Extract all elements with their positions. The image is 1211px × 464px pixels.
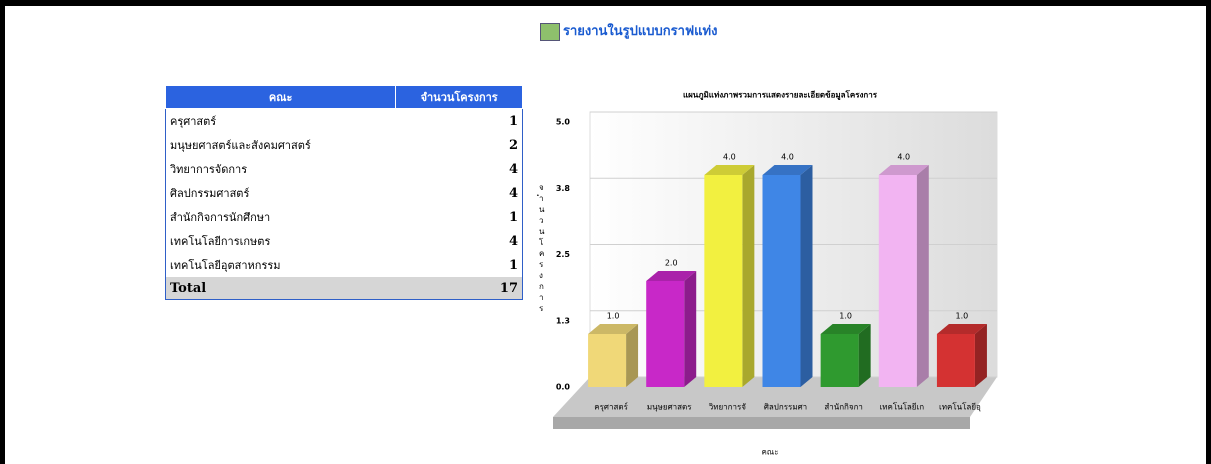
value-label: 1.0 bbox=[839, 312, 852, 321]
x-tick-label: เทคโนโลยีอุ bbox=[939, 402, 981, 412]
y-axis-label: จำนวนโครงการ bbox=[539, 183, 545, 313]
bar-top bbox=[878, 165, 929, 175]
y-tick-label: 3.8 bbox=[556, 184, 571, 193]
bar bbox=[936, 334, 975, 387]
count-cell: 4 bbox=[508, 233, 518, 249]
bar-top bbox=[646, 271, 697, 281]
row: วิทยาการจัดการ 4 bbox=[166, 157, 523, 181]
bar bbox=[704, 175, 743, 387]
total-value: 17 bbox=[395, 277, 523, 300]
x-tick-label: เทคโนโลยีเก bbox=[879, 402, 924, 412]
value-label: 2.0 bbox=[665, 259, 678, 268]
value-label: 4.0 bbox=[897, 153, 910, 162]
value-label: 1.0 bbox=[607, 312, 620, 321]
bar-side bbox=[800, 165, 813, 387]
faculty-cell: ศิลปกรรมศาสตร์ bbox=[170, 187, 250, 200]
row: ศิลปกรรมศาสตร์ 4 bbox=[166, 181, 523, 205]
header-row: คณะ จำนวนโครงการ bbox=[164, 85, 523, 109]
header-cell: คณะ bbox=[164, 85, 397, 109]
x-tick-label: วิทยาการจั bbox=[708, 403, 746, 412]
total-row: Total 17 bbox=[165, 277, 523, 300]
row: มนุษยศาสตร์และสังคมศาสตร์ 2 bbox=[166, 133, 523, 157]
x-tick-label: ศิลปกรรมศา bbox=[764, 403, 807, 412]
value-label: 1.0 bbox=[956, 312, 969, 321]
faculty-cell: วิทยาการจัดการ bbox=[170, 163, 248, 176]
chart-title: แผนภูมิแท่งภาพรวมการแสดงรายละเอียดข้อมูล… bbox=[683, 90, 878, 101]
count-cell: 2 bbox=[508, 137, 518, 153]
x-tick-label: ครุศาสตร์ bbox=[594, 402, 628, 412]
count-cell: 1 bbox=[508, 113, 518, 129]
bar-side bbox=[858, 324, 871, 387]
count-cell: 1 bbox=[508, 209, 518, 225]
page-title-text: รายงานในรูปแบบกราฟแท่ง bbox=[563, 24, 718, 39]
y-tick-label: 5.0 bbox=[556, 118, 571, 127]
header-cell: จำนวนโครงการ bbox=[395, 85, 523, 109]
bar-top bbox=[704, 165, 755, 175]
value-label: 4.0 bbox=[781, 153, 794, 162]
bar bbox=[820, 334, 859, 387]
value-label: 4.0 bbox=[723, 153, 736, 162]
x-axis-label: คณะ bbox=[761, 448, 778, 457]
bar bbox=[646, 281, 685, 387]
x-tick-label: สำนักกิจกา bbox=[824, 403, 863, 412]
bar bbox=[878, 175, 917, 387]
bar-side bbox=[684, 271, 697, 387]
row: เทคโนโลยีอุตสาหกรรม 1 bbox=[166, 253, 523, 277]
bar bbox=[762, 175, 801, 387]
faculty-cell: มนุษยศาสตร์และสังคมศาสตร์ bbox=[170, 139, 311, 152]
faculty-cell: เทคโนโลยีอุตสาหกรรม bbox=[170, 259, 281, 272]
count-cell: 4 bbox=[508, 161, 518, 177]
total-label: Total bbox=[165, 277, 396, 300]
count-cell: 4 bbox=[508, 185, 518, 201]
y-tick-label: 1.3 bbox=[556, 316, 570, 325]
faculty-cell: สำนักกิจการนักศึกษา bbox=[170, 211, 271, 224]
row: สำนักกิจการนักศึกษา 1 bbox=[166, 205, 523, 229]
y-tick-label: 0.0 bbox=[556, 383, 571, 392]
icon bbox=[540, 22, 560, 41]
floor-front bbox=[553, 417, 970, 429]
row: ครุศาสตร์ 1 bbox=[166, 109, 523, 134]
faculty-cell: ครุศาสตร์ bbox=[170, 115, 217, 128]
count-cell: 1 bbox=[508, 257, 518, 273]
bar-top bbox=[936, 324, 987, 334]
x-tick-label: มนุษยศาสตร bbox=[647, 403, 692, 412]
bar-side bbox=[916, 165, 929, 387]
bar-side bbox=[974, 324, 987, 387]
y-tick-label: 2.5 bbox=[556, 250, 571, 259]
summary-table: คณะ จำนวนโครงการครุศาสตร์ 1 มนุษยศาสตร์และส… bbox=[164, 85, 523, 300]
bar bbox=[588, 334, 627, 387]
bar-side bbox=[626, 324, 639, 387]
bar-top bbox=[762, 165, 813, 175]
row: เทคโนโลยีการเกษตร 4 bbox=[166, 229, 523, 253]
bar-top bbox=[588, 324, 639, 334]
bar-top bbox=[820, 324, 871, 334]
faculty-cell: เทคโนโลยีการเกษตร bbox=[170, 235, 271, 248]
page-title: รายงานในรูปแบบกราฟแท่ง bbox=[540, 20, 717, 41]
bar-side bbox=[742, 165, 755, 387]
